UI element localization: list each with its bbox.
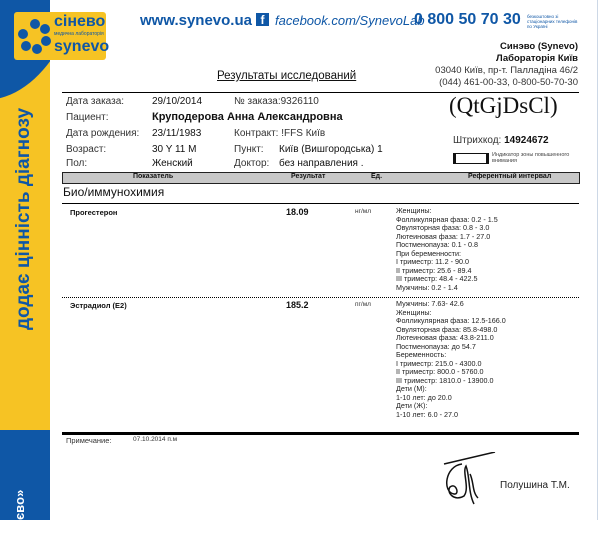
order-number-label: № заказа: bbox=[234, 96, 281, 107]
lab-name: Синэво (Synevo) bbox=[500, 41, 578, 52]
patient-label: Пациент: bbox=[66, 112, 109, 123]
reference-line: Постменопауза: 0.1 - 0.8 bbox=[396, 240, 479, 249]
reference-line: I триместр: 215.0 - 4300.0 bbox=[396, 358, 482, 368]
col-unit: Ед. bbox=[371, 173, 383, 180]
reference-line: Овуляторная фаза: 85.8-498.0 bbox=[396, 324, 498, 334]
reference-line: Лютеиновая фаза: 43.8-211.0 bbox=[396, 333, 494, 342]
page-title: Результаты исследований bbox=[217, 70, 357, 82]
test-name: Эстрадиол (E2) bbox=[70, 301, 127, 310]
barcode-label: Штрихкод: bbox=[453, 135, 502, 146]
website-link[interactable]: www.synevo.ua bbox=[140, 12, 252, 29]
facebook-link[interactable]: facebook.com/SynevoLab bbox=[275, 13, 425, 28]
section-title: Био/иммунохимия bbox=[63, 185, 165, 199]
test-unit: пг/мл bbox=[355, 301, 371, 308]
reference-line: Беременность: bbox=[396, 350, 447, 359]
attention-indicator-box bbox=[453, 153, 489, 164]
lab-phones: (044) 461-00-33, 0-800-50-70-30 bbox=[439, 77, 578, 88]
reference-line: Фолликулярная фаза: 0.2 - 1.5 bbox=[396, 214, 498, 224]
reference-line: II триместр: 800.0 - 5760.0 bbox=[396, 367, 484, 376]
order-number: 9326110 bbox=[280, 96, 319, 107]
reference-line: Мужчины: 0.2 - 1.4 bbox=[396, 282, 458, 292]
note-value: 07.10.2014 п.м bbox=[133, 436, 178, 443]
reference-interval: Мужчины: 7.63- 42.6 Женщины: Фолликулярная… bbox=[396, 299, 506, 419]
signer-name: Полушина Т.М. bbox=[500, 480, 570, 491]
patient-name: Круподерова Анна Александровна bbox=[152, 111, 343, 123]
sex: Женский bbox=[152, 158, 193, 169]
page-edge bbox=[597, 0, 598, 520]
point: Київ (Вишгородська) 1 bbox=[279, 144, 383, 155]
col-indicator: Показатель bbox=[133, 173, 174, 180]
point-label: Пункт: bbox=[234, 144, 264, 155]
reference-line: 1-10 лет: до 20.0 bbox=[396, 392, 452, 402]
results-table-header: Показатель Результат Ед. Референтный инт… bbox=[62, 172, 580, 184]
reference-line: Дети (Ж): bbox=[396, 401, 428, 410]
order-date: 29/10/2014 bbox=[152, 96, 203, 107]
reference-line: I триместр: 11.2 - 90.0 bbox=[396, 257, 469, 266]
signature-image bbox=[443, 452, 496, 505]
barcode-value: 14924672 bbox=[504, 135, 549, 146]
hotline-phone: 0 800 50 70 30 bbox=[414, 11, 521, 28]
reference-line: III триместр: 48.4 - 422.5 bbox=[396, 274, 478, 283]
logo-text-latin: synevo bbox=[54, 38, 110, 55]
attention-indicator-label: Индикатор зоны повышенного внимания bbox=[492, 152, 570, 164]
reference-line: Овуляторная фаза: 0.8 - 3.0 bbox=[396, 223, 490, 232]
contract: !FFS Київ bbox=[281, 128, 326, 139]
reference-line: 1-10 лет: 6.0 - 27.0 bbox=[396, 409, 458, 419]
logo-subtitle: медична лабораторія bbox=[54, 31, 104, 37]
hotline-note: безкоштовно зі стаціонарних телефонів по… bbox=[527, 14, 578, 29]
reference-line: Дети (М): bbox=[396, 384, 427, 393]
test-result: 18.09 bbox=[286, 207, 309, 217]
sex-label: Пол: bbox=[66, 158, 88, 169]
table-end-divider bbox=[62, 432, 579, 435]
order-date-label: Дата заказа: bbox=[66, 96, 125, 107]
header-divider bbox=[62, 92, 579, 93]
logo-text: сінево bbox=[54, 13, 106, 30]
section-divider bbox=[62, 203, 579, 204]
reference-line: Постменопауза: до 54.7 bbox=[396, 341, 476, 351]
col-reference: Референтный интервал bbox=[468, 173, 552, 180]
synevo-logo: сінево медична лабораторія synevo bbox=[14, 12, 110, 60]
lab-branch: Лабораторія Київ bbox=[495, 53, 578, 64]
reference-line: Фолликулярная фаза: 12.5-166.0 bbox=[396, 316, 506, 325]
brand-side-strip: додає цінність діагнозу євo» bbox=[0, 0, 50, 520]
reference-line: При беременности: bbox=[396, 248, 461, 258]
test-name: Прогестерон bbox=[70, 208, 118, 217]
reference-line: II триместр: 25.6 - 89.4 bbox=[396, 265, 472, 275]
strip-brand-text: євo» bbox=[12, 489, 27, 520]
contract-label: Контракт: bbox=[234, 128, 279, 139]
reference-interval: Женщины: Фолликулярная фаза: 0.2 - 1.5 Ову… bbox=[396, 206, 498, 292]
facebook-icon: f bbox=[256, 13, 269, 27]
reference-line: Женщины: bbox=[396, 206, 432, 215]
age-label: Возраст: bbox=[66, 144, 107, 155]
doctor-label: Доктор: bbox=[234, 158, 270, 169]
lab-address: 03040 Київ, пр-т. Палладіна 46/2 bbox=[435, 65, 578, 76]
row-divider bbox=[62, 297, 579, 298]
test-unit: нг/мл bbox=[355, 208, 372, 215]
slogan: додає цінність діагнозу bbox=[13, 107, 34, 330]
verification-code: (QtGjDsCl) bbox=[449, 93, 558, 118]
reference-line: Мужчины: 7.63- 42.6 bbox=[396, 299, 464, 308]
age: 30 Y 11 M bbox=[152, 144, 197, 155]
doctor: без направления . bbox=[279, 158, 364, 169]
reference-line: Лютеиновая фаза: 1.7 - 27.0 bbox=[396, 231, 491, 241]
col-result: Результат bbox=[291, 173, 326, 180]
reference-line: Женщины: bbox=[396, 307, 432, 317]
note-label: Примечание: bbox=[66, 436, 112, 445]
reference-line: III триместр: 1810.0 - 13900.0 bbox=[396, 375, 494, 385]
test-result: 185.2 bbox=[286, 300, 309, 310]
dob: 23/11/1983 bbox=[152, 128, 202, 139]
dob-label: Дата рождения: bbox=[66, 128, 140, 139]
flower-logo-icon bbox=[18, 19, 51, 54]
